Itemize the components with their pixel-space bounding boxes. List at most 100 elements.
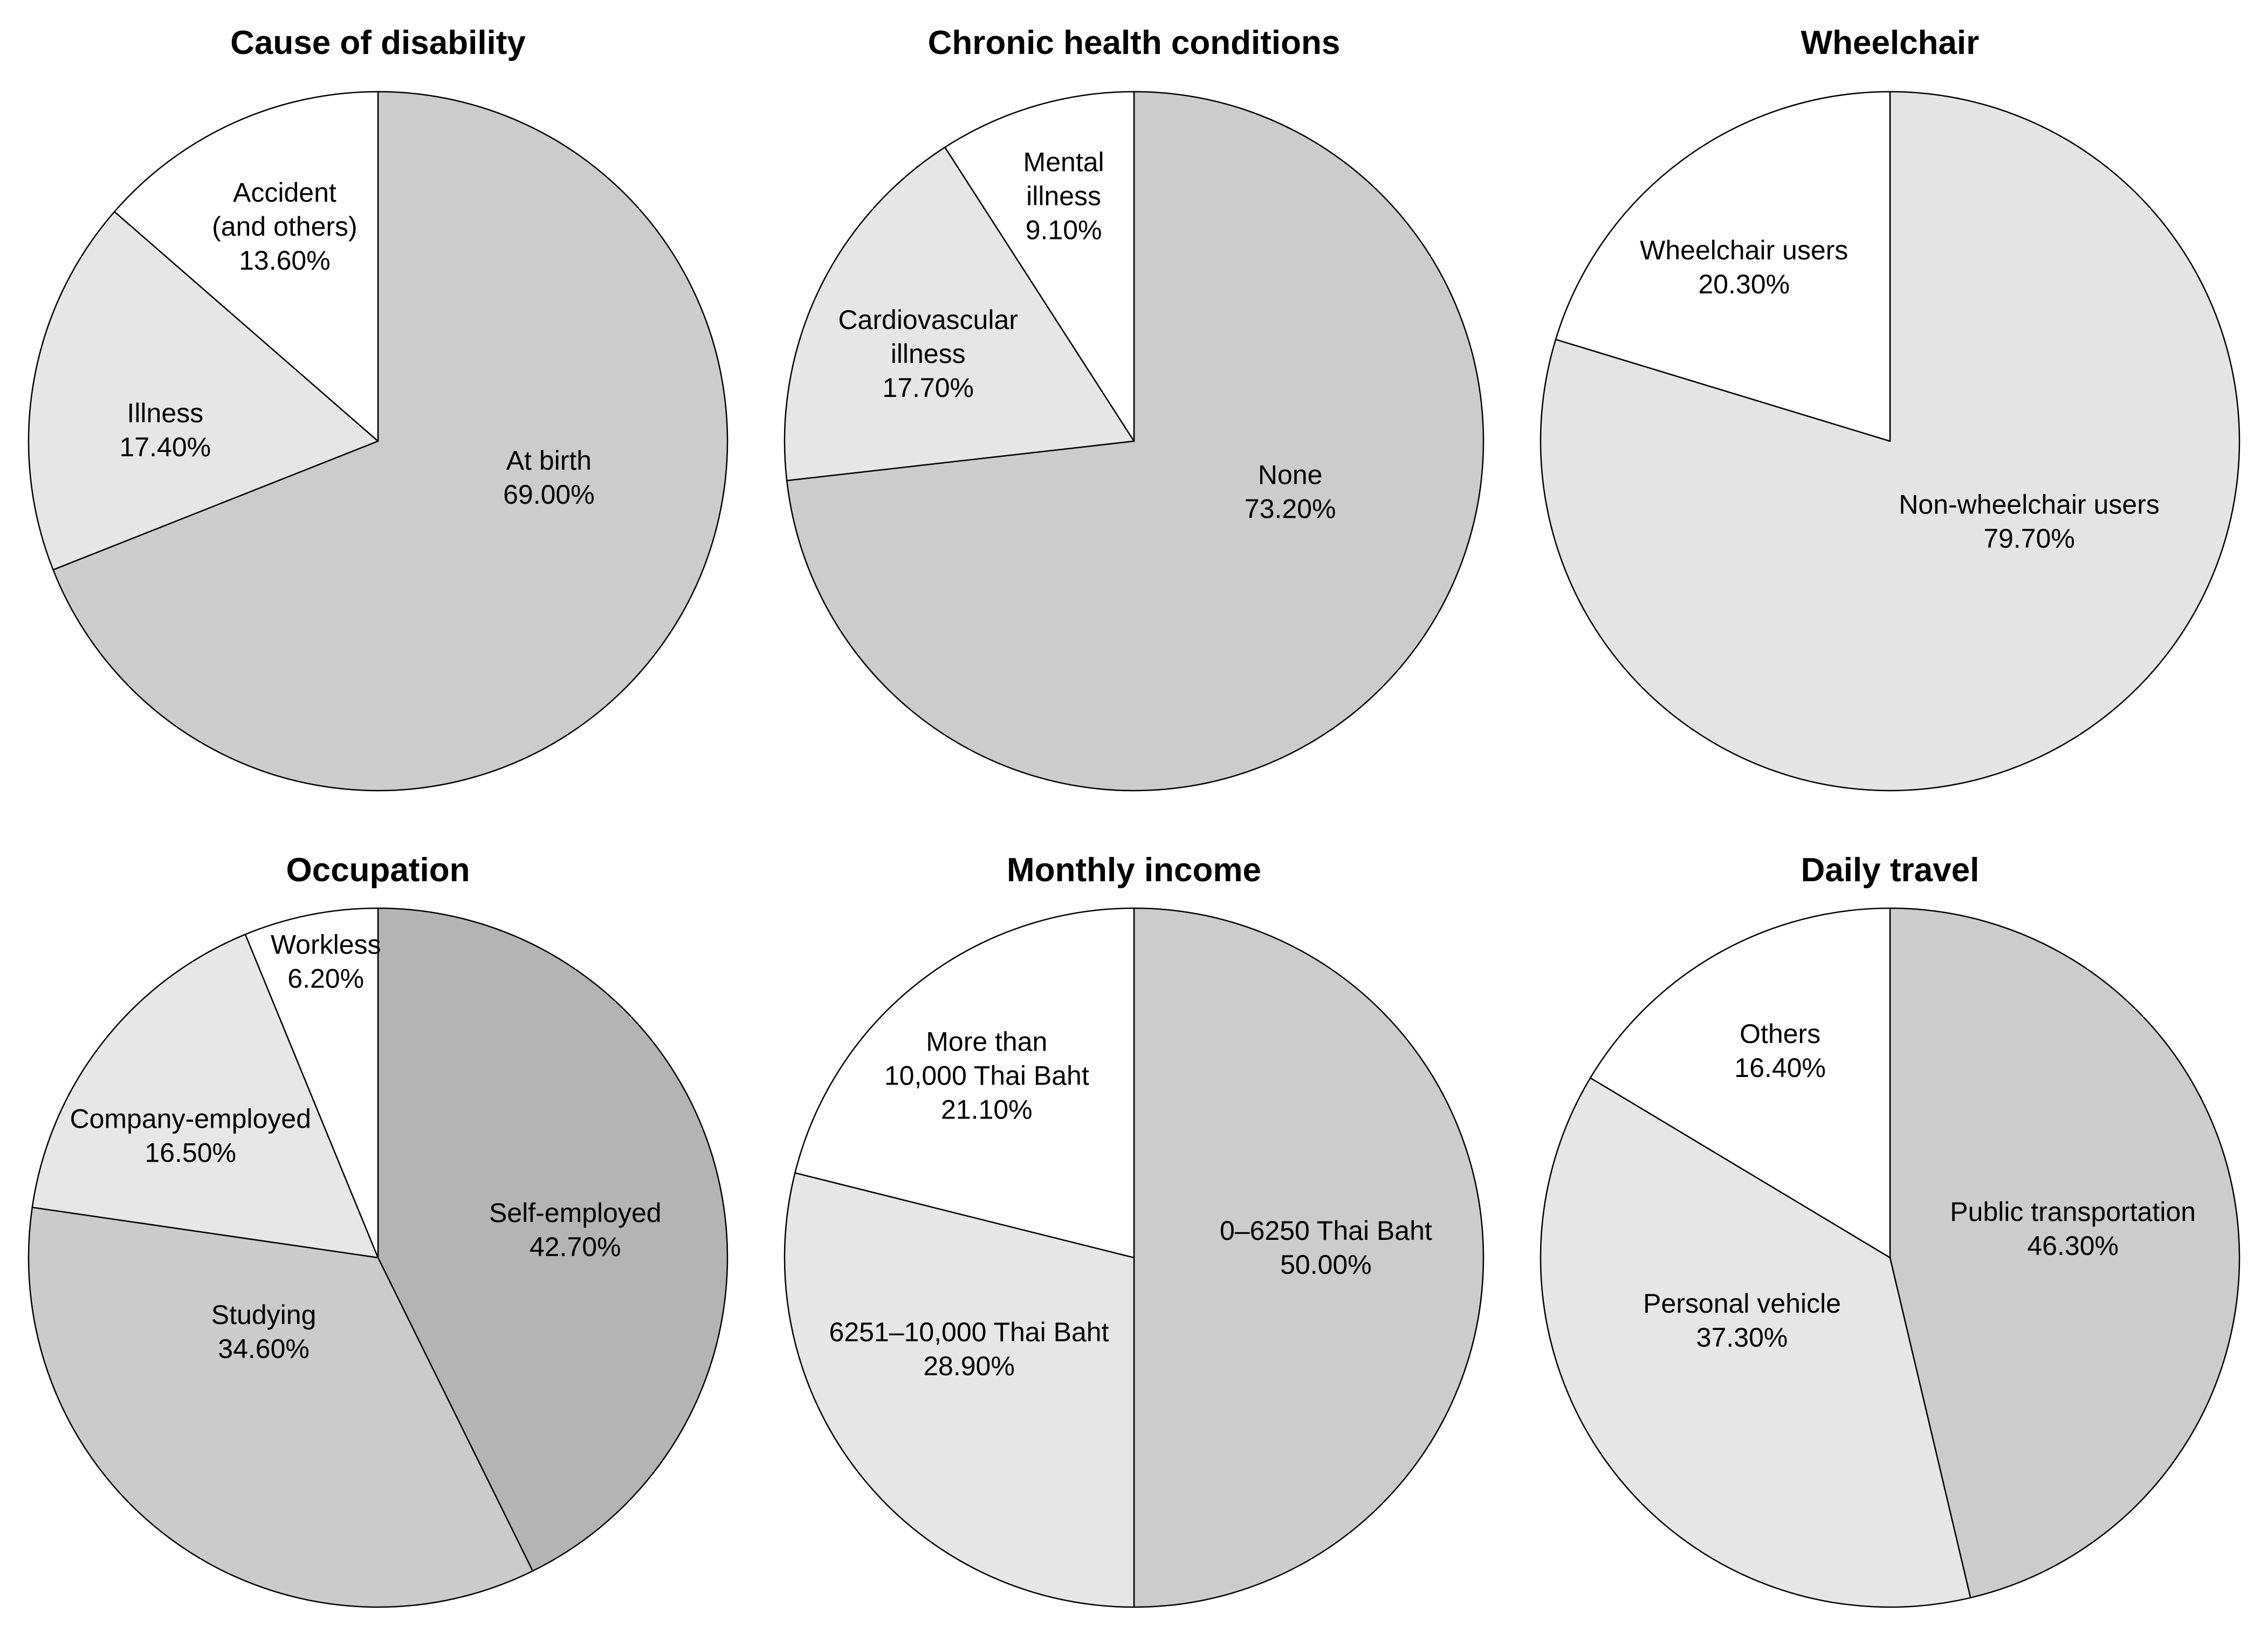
pie: Public transportation 46.30% Personal vehi… <box>1540 907 2240 1608</box>
slice-label-line: 69.00% <box>503 479 595 510</box>
slice-label-line: 34.60% <box>218 1334 310 1364</box>
chart-svg: Chronic health conditions None 73.20% Card… <box>784 24 1484 792</box>
slice-label-line: 21.10% <box>941 1095 1033 1125</box>
slice-label-line: 0–6250 Thai Baht <box>1220 1216 1432 1246</box>
slice-label-line: 42.70% <box>530 1232 621 1262</box>
pie-chart-daily-travel: Daily travel Public transportation 46.30%… <box>1512 816 2268 1633</box>
pie-slice <box>1590 907 1891 1259</box>
pie-chart-cause-of-disability: Cause of disability At birth 69.00% Illnes… <box>0 0 756 816</box>
slice-label-line: 79.70% <box>1983 524 2075 554</box>
slice-label: Non-wheelchair users 79.70% <box>1899 490 2160 554</box>
slice-label-line: Self-employed <box>489 1198 662 1228</box>
slice-label-line: 10,000 Thai Baht <box>884 1061 1089 1091</box>
slice-label-line: At birth <box>506 445 592 476</box>
pie-slice <box>1889 907 2240 1598</box>
chart-svg: Daily travel Public transportation 46.30%… <box>1540 852 2240 1608</box>
slice-label: Personal vehicle 37.30% <box>1643 1288 1841 1353</box>
pie: None 73.20% Cardiovascular illness 17.70% Men… <box>784 91 1484 792</box>
pie-chart-wheelchair: Wheelchair Non-wheelchair users 79.70% Whe… <box>1512 0 2268 816</box>
chart-title: Monthly income <box>1007 852 1261 889</box>
slice-label-line: 46.30% <box>2027 1231 2119 1261</box>
slice-label-line: Public transportation <box>1950 1197 2196 1227</box>
pie-slice <box>786 91 1484 792</box>
slice-label: Studying 34.60% <box>211 1300 317 1364</box>
slice-label-line: 16.40% <box>1734 1053 1826 1083</box>
slice-label: Company-employed 16.50% <box>70 1104 311 1168</box>
slice-label-line: 9.10% <box>1026 215 1102 245</box>
slice-label: Wheelchair users 20.30% <box>1640 235 1848 299</box>
slice-label: Self-employed 42.70% <box>489 1198 662 1262</box>
slice-label-line: Others <box>1740 1019 1820 1049</box>
slice-label: More than 10,000 Thai Baht 21.10% <box>884 1027 1089 1125</box>
chart-svg: Monthly income 0–6250 Thai Baht 50.00% 625… <box>784 852 1484 1608</box>
slice-label: At birth 69.00% <box>503 445 595 510</box>
pie-slice <box>944 91 1135 442</box>
pie-chart-occupation: Occupation Self-employed 42.70% Studying 34… <box>0 816 756 1633</box>
chart-title: Chronic health conditions <box>928 24 1341 61</box>
pie-slice <box>784 1172 1135 1608</box>
chart-title: Wheelchair <box>1801 24 1980 61</box>
pie-slice <box>794 907 1135 1259</box>
chart-svg: Occupation Self-employed 42.70% Studying 34… <box>28 852 728 1608</box>
pie-slice <box>1133 907 1484 1608</box>
slice-label-line: None <box>1258 460 1323 490</box>
slice-label: Cardiovascular illness 17.70% <box>838 305 1018 403</box>
slice-label-line: 6.20% <box>287 964 364 994</box>
pie: 0–6250 Thai Baht 50.00% 6251–10,000 Thai B… <box>784 907 1484 1608</box>
chart-svg: Cause of disability At birth 69.00% Illnes… <box>28 24 728 792</box>
pie-slice <box>28 211 379 571</box>
slice-label: 0–6250 Thai Baht 50.00% <box>1220 1216 1432 1280</box>
chart-title: Daily travel <box>1801 852 1980 889</box>
slice-label-line: Cardiovascular <box>838 305 1018 335</box>
slice-label: Illness 17.40% <box>120 398 211 462</box>
pie: Non-wheelchair users 79.70% Wheelchair use… <box>1540 91 2240 792</box>
slice-label: Public transportation 46.30% <box>1950 1197 2196 1261</box>
slice-label-line: Mental <box>1023 147 1104 177</box>
pie-slice <box>28 1206 534 1608</box>
slice-label-line: 37.30% <box>1696 1322 1788 1353</box>
chart-title: Occupation <box>286 852 470 889</box>
slice-label-line: Accident <box>233 177 336 208</box>
slice-label-line: (and others) <box>212 211 358 242</box>
slice-label-line: 20.30% <box>1699 269 1790 299</box>
slice-label-line: Workless <box>271 930 381 960</box>
pie: Self-employed 42.70% Studying 34.60% Company… <box>28 907 728 1608</box>
slice-label-line: 17.40% <box>120 432 211 462</box>
slice-label-line: illness <box>1026 181 1101 211</box>
slice-label-line: Company-employed <box>70 1104 311 1134</box>
pie: At birth 69.00% Illness 17.40% Accident (and … <box>28 91 728 792</box>
pie-chart-monthly-income: Monthly income 0–6250 Thai Baht 50.00% 625… <box>756 816 1512 1633</box>
slice-label-line: Non-wheelchair users <box>1899 490 2160 520</box>
slice-label-line: 50.00% <box>1280 1250 1372 1280</box>
pie-slice <box>1540 91 2240 792</box>
slice-label-line: 28.90% <box>923 1351 1015 1381</box>
slice-label: Mental illness 9.10% <box>1023 147 1104 245</box>
slice-label-line: More than <box>926 1027 1047 1057</box>
slice-label: Accident (and others) 13.60% <box>212 177 358 276</box>
pie-slice <box>784 146 1135 482</box>
pie-chart-chronic-health-conditions: Chronic health conditions None 73.20% Card… <box>756 0 1512 816</box>
pie-slice <box>114 91 379 442</box>
pie-slice <box>377 907 728 1572</box>
slice-label-line: 6251–10,000 Thai Baht <box>829 1317 1109 1347</box>
slice-label-line: 73.20% <box>1245 494 1336 524</box>
slice-label-line: Illness <box>127 398 203 428</box>
chart-svg: Wheelchair Non-wheelchair users 79.70% Whe… <box>1540 24 2240 792</box>
chart-title: Cause of disability <box>230 24 526 61</box>
pie-slice <box>52 91 728 792</box>
pie-slice <box>1540 1077 1971 1608</box>
slice-label: 6251–10,000 Thai Baht 28.90% <box>829 1317 1109 1381</box>
slice-label-line: 17.70% <box>882 373 974 403</box>
pie-slice <box>1555 91 1891 442</box>
slice-label: Others 16.40% <box>1734 1019 1826 1083</box>
slice-label-line: illness <box>891 339 966 369</box>
slice-label-line: 16.50% <box>145 1138 236 1168</box>
slice-label-line: Personal vehicle <box>1643 1288 1841 1319</box>
pie-slice <box>244 907 379 1259</box>
pie-slice <box>31 934 379 1259</box>
slice-label-line: 13.60% <box>239 245 331 276</box>
slice-label: None 73.20% <box>1245 460 1336 524</box>
slice-label: Workless 6.20% <box>271 930 381 994</box>
slice-label-line: Studying <box>211 1300 317 1330</box>
